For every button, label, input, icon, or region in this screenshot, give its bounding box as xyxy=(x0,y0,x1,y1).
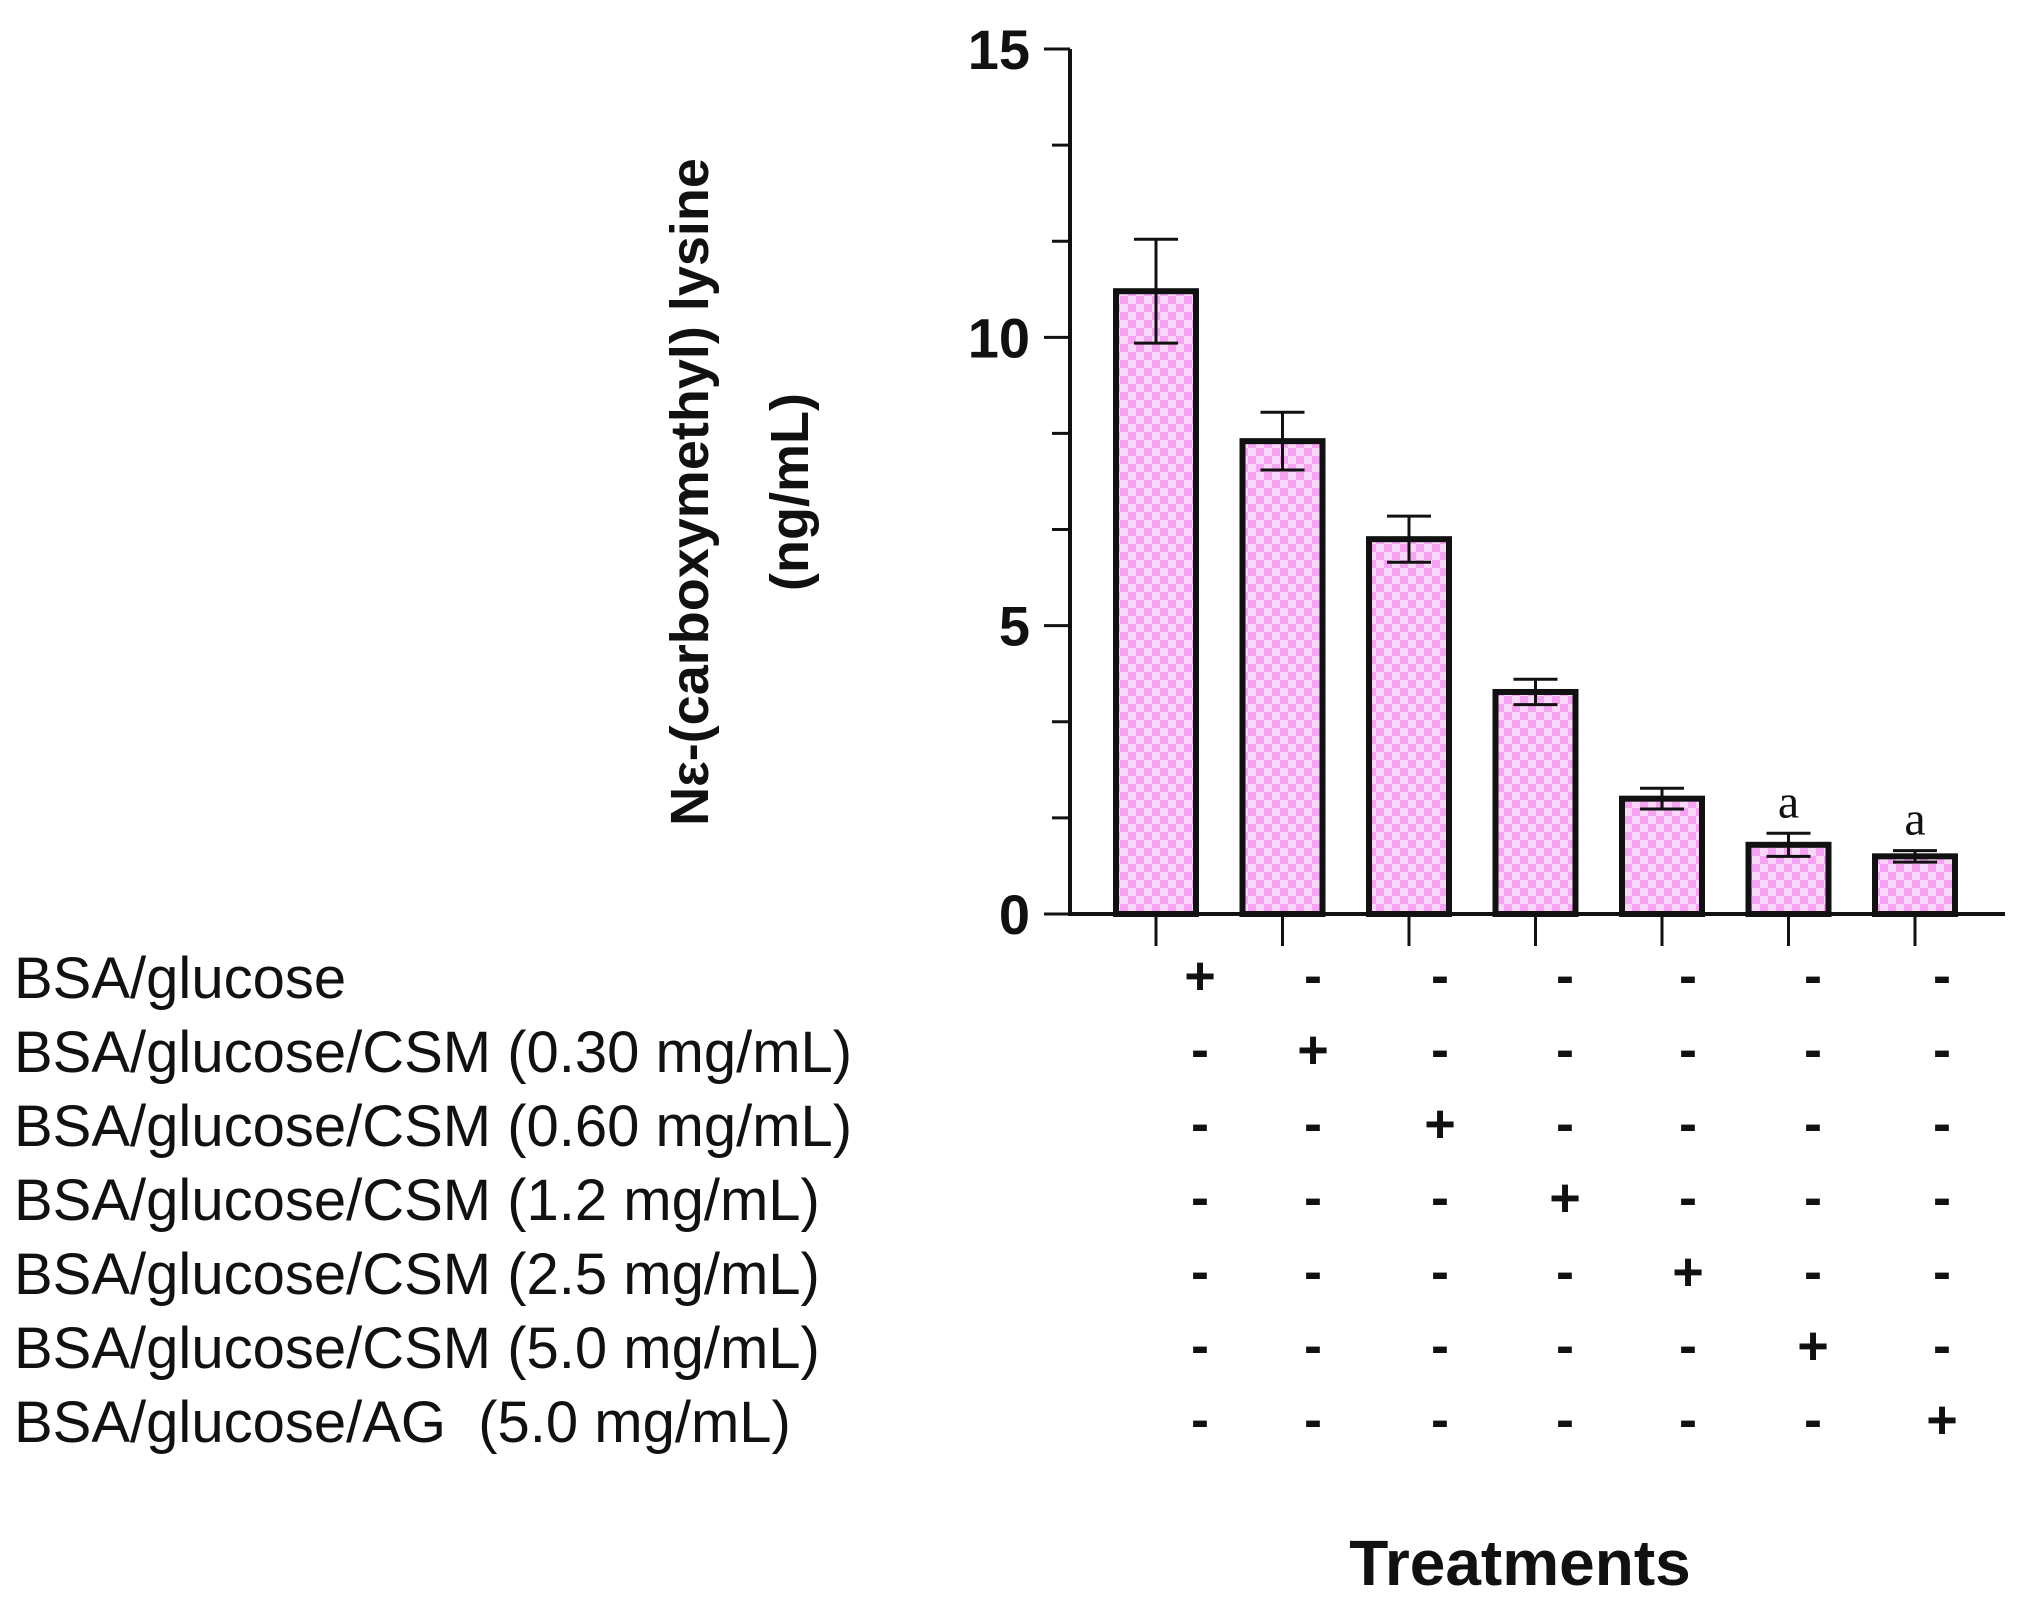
treatment-mark: - xyxy=(1191,1020,1209,1080)
y-tick-label: 0 xyxy=(999,883,1030,946)
treatment-mark: - xyxy=(1191,1316,1209,1376)
treatment-mark: - xyxy=(1679,1390,1697,1450)
bar xyxy=(1366,536,1452,918)
treatment-row-label: BSA/glucose/CSM (2.5 mg/mL) xyxy=(14,1242,820,1307)
treatment-mark: - xyxy=(1804,1020,1822,1080)
treatment-row-label: BSA/glucose xyxy=(14,946,346,1011)
treatment-mark: - xyxy=(1191,1242,1209,1302)
y-axis-label-line2: (ng/mL) xyxy=(760,393,820,591)
treatment-mark: - xyxy=(1933,1094,1951,1154)
treatment-mark: - xyxy=(1679,1316,1697,1376)
treatment-mark: - xyxy=(1804,1242,1822,1302)
treatment-mark: - xyxy=(1933,1242,1951,1302)
treatment-mark: + xyxy=(1424,1094,1456,1154)
treatment-mark: - xyxy=(1933,1316,1951,1376)
treatment-mark: - xyxy=(1933,946,1951,1006)
treatment-mark: - xyxy=(1556,1390,1574,1450)
treatment-mark: - xyxy=(1679,1020,1697,1080)
treatment-mark: - xyxy=(1304,946,1322,1006)
treatment-mark: - xyxy=(1933,1020,1951,1080)
y-axis-label-line1: Nε-(carboxymethyl) lysine xyxy=(660,158,720,826)
treatment-mark: - xyxy=(1431,946,1449,1006)
treatment-mark: - xyxy=(1191,1390,1209,1450)
treatment-mark: - xyxy=(1431,1020,1449,1080)
treatment-mark: - xyxy=(1191,1168,1209,1228)
bar xyxy=(1113,288,1199,917)
treatment-mark: - xyxy=(1556,1020,1574,1080)
treatment-row-label: BSA/glucose/CSM (0.60 mg/mL) xyxy=(14,1094,852,1159)
treatment-mark: - xyxy=(1304,1168,1322,1228)
significance-label: a xyxy=(1904,793,1925,846)
treatment-mark: - xyxy=(1191,1094,1209,1154)
treatment-mark: - xyxy=(1679,1168,1697,1228)
treatment-mark: + xyxy=(1926,1390,1958,1450)
treatment-mark: - xyxy=(1431,1390,1449,1450)
treatment-mark: + xyxy=(1297,1020,1329,1080)
treatment-row-label: BSA/glucose/CSM (1.2 mg/mL) xyxy=(14,1168,820,1233)
treatment-mark: - xyxy=(1304,1390,1322,1450)
treatment-table: BSA/glucose + - - - - - - BSA/glucose/CSM (0.30 … xyxy=(14,946,1958,1455)
treatment-mark: - xyxy=(1304,1316,1322,1376)
treatment-mark: - xyxy=(1556,1242,1574,1302)
x-axis-title: Treatments xyxy=(1349,1527,1690,1599)
y-ticks: 0 5 10 15 xyxy=(968,18,1070,946)
treatment-mark: - xyxy=(1804,1390,1822,1450)
treatment-mark: - xyxy=(1679,946,1697,1006)
bar xyxy=(1239,438,1326,917)
treatment-mark: + xyxy=(1797,1316,1829,1376)
treatment-mark: - xyxy=(1933,1168,1951,1228)
bar xyxy=(1492,688,1579,917)
treatment-mark: - xyxy=(1804,946,1822,1006)
significance-label: a xyxy=(1778,775,1799,828)
treatment-mark: - xyxy=(1304,1242,1322,1302)
y-tick-label: 5 xyxy=(999,595,1030,658)
treatment-mark: - xyxy=(1431,1168,1449,1228)
treatment-mark: - xyxy=(1431,1316,1449,1376)
treatment-mark: - xyxy=(1431,1242,1449,1302)
treatment-row-label: BSA/glucose/AG (5.0 mg/mL) xyxy=(14,1390,791,1455)
bar xyxy=(1872,853,1958,917)
y-tick-label: 10 xyxy=(968,306,1030,369)
treatment-mark: + xyxy=(1184,946,1216,1006)
bar xyxy=(1619,795,1705,918)
y-tick-label: 15 xyxy=(968,18,1030,81)
treatment-mark: - xyxy=(1556,1094,1574,1154)
treatment-mark: + xyxy=(1672,1242,1704,1302)
treatment-mark: - xyxy=(1556,1316,1574,1376)
treatment-mark: - xyxy=(1804,1168,1822,1228)
treatment-row-label: BSA/glucose/CSM (5.0 mg/mL) xyxy=(14,1316,820,1381)
treatment-mark: - xyxy=(1804,1094,1822,1154)
treatment-mark: - xyxy=(1679,1094,1697,1154)
treatment-mark: - xyxy=(1556,946,1574,1006)
treatment-mark: + xyxy=(1549,1168,1581,1228)
treatment-mark: - xyxy=(1304,1094,1322,1154)
treatment-row-label: BSA/glucose/CSM (0.30 mg/mL) xyxy=(14,1020,852,1085)
